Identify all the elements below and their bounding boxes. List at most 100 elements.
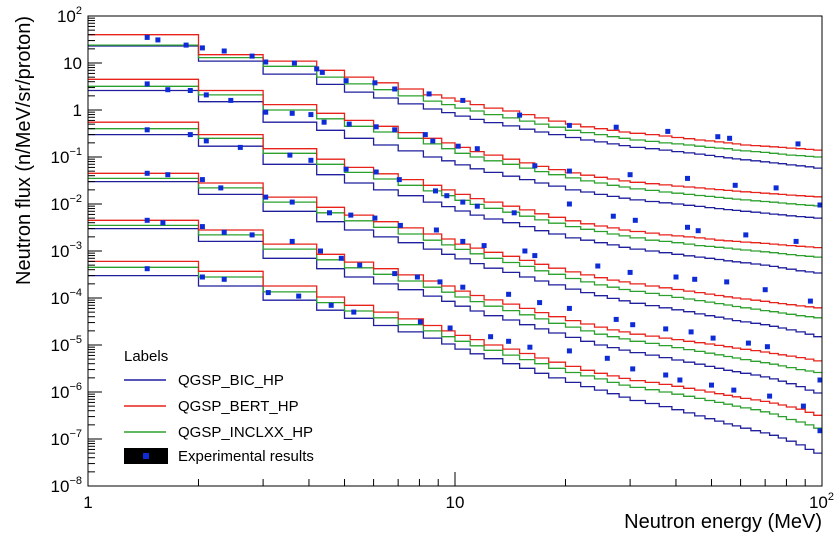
legend-label: QGSP_BIC_HP	[178, 372, 284, 389]
experimental-point	[199, 45, 205, 51]
experimental-point	[743, 232, 749, 238]
experimental-point	[249, 232, 255, 238]
experimental-point	[511, 210, 517, 216]
series-qgsp-bert-hp-4	[88, 219, 822, 362]
experimental-point	[566, 122, 572, 128]
experimental-point	[506, 338, 512, 344]
experimental-point	[265, 290, 271, 296]
experimental-point	[228, 97, 234, 103]
points-layer	[144, 34, 823, 434]
series-qgsp-bert-hp-5	[88, 260, 822, 416]
experimental-point	[296, 293, 302, 299]
experimental-point	[481, 243, 487, 249]
experimental-point	[396, 177, 402, 183]
experimental-point	[817, 428, 823, 434]
experimental-point	[455, 143, 461, 149]
experimental-point	[291, 60, 297, 66]
experimental-point	[160, 220, 166, 226]
experimental-point	[183, 42, 189, 48]
experimental-point	[289, 199, 295, 205]
experimental-point	[321, 119, 327, 125]
experimental-point	[287, 152, 293, 158]
experimental-point	[627, 172, 633, 178]
series-qgsp-bic-hp-5	[88, 274, 822, 454]
experimental-point	[460, 199, 466, 205]
experimental-point	[604, 355, 610, 361]
experimental-point	[165, 172, 171, 178]
experimental-point	[745, 340, 751, 346]
experimental-point	[155, 37, 161, 43]
experimental-point	[426, 91, 432, 97]
experimental-point	[727, 135, 733, 141]
experimental-point	[506, 291, 512, 297]
legend-entries: QGSP_BIC_HP QGSP_BERT_HP QGSP_INCLXX_HP Exp…	[124, 372, 314, 465]
experimental-point	[613, 316, 619, 322]
y-tick-label: 102	[57, 5, 82, 26]
experimental-point	[709, 382, 714, 388]
experimental-point	[437, 279, 443, 285]
series-layer	[88, 34, 822, 454]
experimental-point	[308, 157, 314, 163]
experimental-point	[372, 215, 378, 221]
experimental-point	[762, 287, 768, 293]
experimental-point	[731, 387, 737, 393]
y-tick-label: 10	[63, 54, 82, 73]
experimental-point	[613, 124, 619, 130]
experimental-point	[328, 302, 334, 308]
y-tick-label: 10−6	[51, 381, 82, 402]
experimental-point	[764, 344, 770, 350]
y-tick-label: 10−5	[51, 334, 82, 355]
experimental-point	[532, 163, 538, 169]
experimental-point	[263, 109, 269, 115]
experimental-point	[724, 279, 730, 285]
experimental-point	[566, 348, 572, 354]
experimental-point	[460, 238, 466, 244]
experimental-point	[773, 185, 779, 191]
legend-title: Labels	[124, 348, 168, 365]
experimental-point	[327, 210, 332, 216]
experimental-point	[433, 227, 439, 233]
series-qgsp-bert-hp-3	[88, 172, 822, 309]
experimental-point	[199, 224, 205, 230]
experimental-point	[203, 138, 209, 144]
series-qgsp-inclxx-hp-3	[88, 177, 822, 319]
experimental-point	[444, 193, 450, 199]
experimental-point	[800, 403, 806, 409]
y-tick-label: 10−2	[51, 193, 82, 214]
experimental-point	[357, 262, 363, 268]
experimental-point	[665, 128, 671, 134]
experimental-point	[422, 132, 428, 138]
experimental-point	[144, 81, 150, 87]
experimental-point	[203, 92, 209, 98]
experimental-point	[343, 78, 349, 84]
experimental-point	[610, 213, 616, 219]
experimental-point	[249, 53, 255, 59]
y-tick-label: 10−7	[51, 428, 82, 449]
y-tick-label: 1	[73, 101, 82, 120]
experimental-point	[218, 185, 224, 191]
y-tick-label: 10−8	[51, 475, 82, 496]
experimental-point	[460, 97, 466, 103]
experimental-point	[221, 48, 227, 54]
series-qgsp-bic-hp-2	[88, 133, 822, 274]
experimental-point	[346, 121, 352, 127]
experimental-point	[522, 248, 528, 254]
experimental-point	[199, 177, 205, 183]
experimental-point	[517, 112, 523, 118]
experimental-point	[289, 110, 295, 116]
experimental-point	[289, 238, 295, 244]
experimental-point	[392, 127, 398, 133]
experimental-point	[165, 87, 171, 93]
experimental-point	[237, 144, 243, 150]
experimental-point	[663, 372, 669, 378]
experimental-point	[221, 276, 227, 282]
experimental-point	[308, 112, 314, 118]
experimental-point	[663, 326, 669, 332]
experimental-point	[263, 59, 269, 65]
experimental-point	[447, 325, 453, 331]
experimental-point	[338, 255, 344, 261]
series-qgsp-inclxx-hp-4	[88, 224, 822, 374]
experimental-point	[793, 238, 799, 244]
series-qgsp-inclxx-hp-1	[88, 85, 822, 207]
